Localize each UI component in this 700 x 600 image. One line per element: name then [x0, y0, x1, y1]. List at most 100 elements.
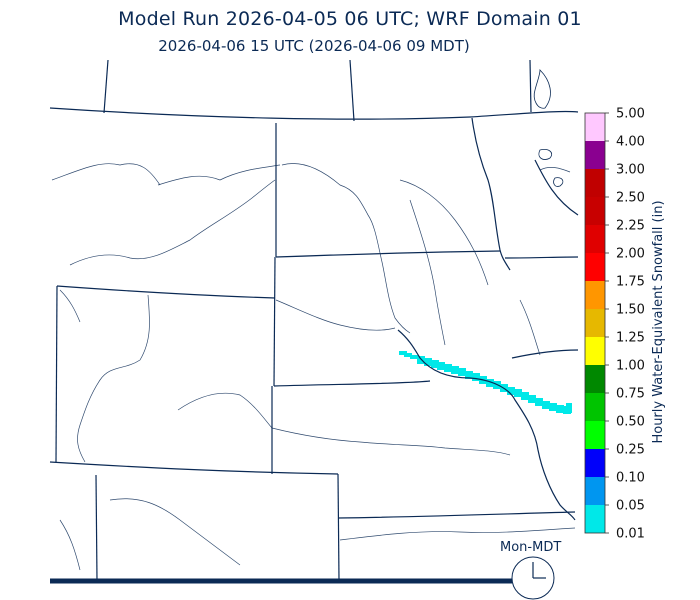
river-montana-1	[51, 163, 161, 186]
snow-cell	[521, 392, 529, 400]
river-sd-1	[275, 299, 396, 331]
colorbar-cell-2.50	[585, 169, 605, 197]
river-mn-2	[539, 167, 571, 173]
river-ia-1	[519, 299, 541, 356]
ut-border	[95, 474, 98, 581]
timezone-label: Mon-MDT	[500, 540, 562, 555]
colorbar-cell-2.25	[585, 197, 605, 225]
river-yellowstone	[157, 164, 281, 186]
co-ks-border	[337, 473, 340, 581]
colorbar-tick-label: 0.01	[616, 527, 645, 542]
colorbar-ticks: 0.01 0.05 0.10 0.25 0.50 0.75 1.00 1.25 1.50 1.75…	[605, 107, 645, 542]
river-nd-1	[399, 179, 489, 286]
colorbar-tick-label: 2.25	[616, 219, 645, 234]
colorbar-cell-0.50	[585, 393, 605, 421]
snow-cell	[431, 360, 439, 368]
snow-cell	[486, 379, 494, 387]
province-line-3	[529, 59, 532, 113]
snow-cell	[549, 403, 557, 411]
colorbar-tick-label: 2.50	[616, 191, 645, 206]
lake-north	[553, 177, 564, 187]
mn-river	[534, 159, 579, 216]
snow-cell	[465, 371, 473, 379]
colorbar-cell-1.25	[585, 309, 605, 337]
colorbar-cell-1.75	[585, 253, 605, 281]
colorbar-cell-0.10	[585, 449, 605, 477]
colorbar-tick-label: 5.00	[616, 107, 645, 122]
map-subtitle: 2026-04-06 15 UTC (2026-04-06 09 MDT)	[158, 37, 470, 55]
snow-cell	[514, 389, 522, 397]
river-co-1	[109, 498, 241, 566]
lakes	[533, 69, 564, 187]
colorbar-cell-2.00	[585, 225, 605, 253]
river-missouri-upper	[281, 163, 411, 334]
river-platte	[271, 427, 511, 456]
mt-wy-border	[56, 285, 276, 299]
colorbar-cell-0.01	[585, 505, 605, 533]
clock-icon	[511, 556, 555, 600]
colorbar-cell-1.50	[585, 281, 605, 309]
lake-devils	[538, 149, 553, 160]
snow-cell	[424, 358, 432, 366]
snow-cell	[556, 405, 564, 413]
colorbar-cell-0.25	[585, 421, 605, 449]
colorbar-tick-label: 0.05	[616, 499, 645, 514]
snow-cell	[528, 395, 536, 403]
snow-cell	[458, 368, 466, 376]
colorbar-tick-label: 0.75	[616, 387, 645, 402]
river-sd-2	[409, 199, 446, 346]
lake-winnipeg	[533, 69, 551, 109]
wy-sd-border	[273, 256, 276, 387]
colorbar-cell-5.00	[585, 113, 605, 141]
ia-mn-border	[504, 256, 579, 259]
snow-cell	[507, 387, 515, 395]
sd-ne-border	[273, 380, 431, 387]
colorbar-tick-label: 4.00	[616, 135, 645, 150]
colorbar-cells	[585, 113, 605, 533]
red-river	[471, 117, 511, 271]
state-boundaries	[49, 59, 579, 581]
snow-cell	[566, 403, 572, 413]
snow-cell	[444, 364, 452, 372]
river-ut-1	[59, 519, 81, 571]
snow-cell	[472, 373, 480, 381]
colorbar-cell-1.00	[585, 337, 605, 365]
ia-mo-border	[511, 349, 579, 359]
colorbar-title: Hourly Water-Equivalent Snowfall (in)	[651, 200, 666, 443]
colorbar-tick-label: 0.25	[616, 443, 645, 458]
canada-border	[49, 107, 579, 120]
id-wy-border	[55, 285, 58, 463]
river-wyoming-1	[77, 294, 150, 463]
colorbar-tick-label: 1.00	[616, 359, 645, 374]
river-wyoming-2	[59, 289, 81, 323]
province-line-1	[103, 59, 109, 114]
colorbar-tick-label: 1.25	[616, 331, 645, 346]
province-line-2	[349, 59, 355, 122]
colorbar-tick-label: 0.50	[616, 415, 645, 430]
snow-cell	[535, 398, 543, 406]
ne-ks-border	[337, 511, 576, 519]
snow-cell	[437, 362, 445, 370]
colorbar-cell-0.75	[585, 365, 605, 393]
rivers	[51, 163, 576, 571]
snow-cell	[410, 355, 418, 359]
colorbar-cell-0.05	[585, 477, 605, 505]
missouri-river	[397, 329, 576, 521]
map-title: Model Run 2026-04-05 06 UTC; WRF Domain …	[118, 8, 582, 30]
river-montana-2	[69, 179, 276, 266]
river-ks-1	[339, 527, 576, 541]
southern-border	[49, 461, 339, 475]
snow-cell	[451, 366, 459, 374]
snow-cell	[399, 351, 407, 355]
colorbar-tick-label: 1.75	[616, 275, 645, 290]
colorbar-tick-label: 3.00	[616, 163, 645, 178]
colorbar-cell-3.00	[585, 141, 605, 169]
colorbar-tick-label: 1.50	[616, 303, 645, 318]
snow-cell	[404, 353, 412, 357]
snow-cell	[542, 401, 550, 409]
river-wyoming-3	[177, 392, 273, 429]
colorbar-tick-label: 2.00	[616, 247, 645, 262]
colorbar-tick-label: 0.10	[616, 471, 645, 486]
